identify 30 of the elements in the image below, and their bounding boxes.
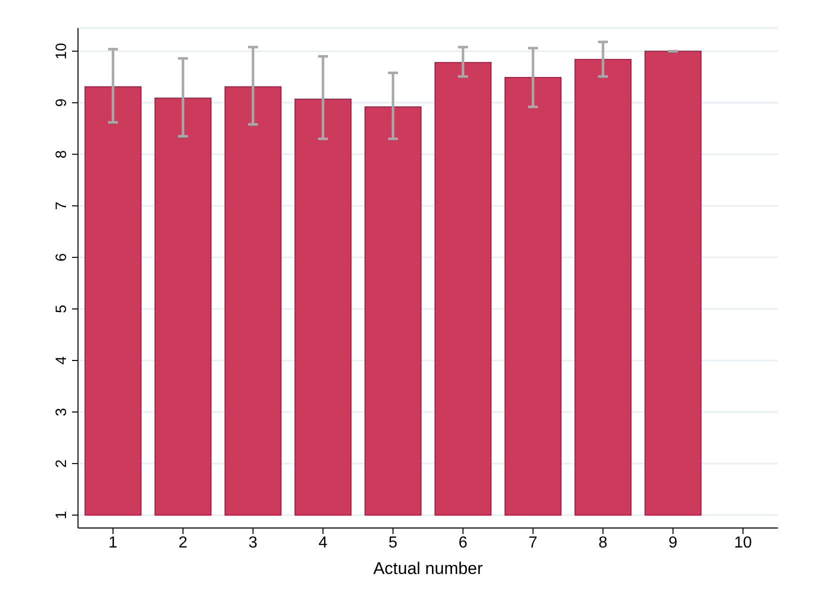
y-tick-label: 3 — [53, 408, 70, 416]
x-tick-label: 8 — [598, 534, 608, 552]
x-tick-label: 1 — [108, 534, 118, 552]
bar — [574, 58, 632, 516]
x-tick-label: 4 — [318, 534, 328, 552]
bar — [364, 106, 422, 516]
x-tick-label: 10 — [734, 534, 752, 552]
y-tick-label: 1 — [53, 510, 70, 520]
bar — [434, 62, 492, 516]
x-tick-label: 7 — [528, 534, 538, 552]
y-tick-label: 4 — [53, 356, 70, 365]
x-tick-label: 6 — [458, 534, 468, 552]
x-tick-label: 9 — [668, 534, 678, 552]
x-axis-title: Actual number — [373, 559, 484, 578]
y-tick-label: 7 — [53, 202, 70, 210]
bar — [644, 50, 702, 516]
x-tick-label: 2 — [178, 534, 188, 552]
y-tick-label: 6 — [53, 253, 70, 262]
y-tick-label: 9 — [53, 98, 70, 107]
bar — [294, 98, 352, 516]
x-tick-label: 5 — [388, 534, 398, 552]
bar — [154, 98, 212, 516]
y-tick-label: 2 — [53, 459, 70, 468]
bar — [84, 86, 142, 516]
y-tick-label: 8 — [53, 150, 70, 158]
y-tick-label: 10 — [53, 42, 70, 60]
bar — [504, 76, 562, 516]
x-tick-label: 3 — [248, 534, 258, 552]
y-tick-label: 5 — [53, 304, 70, 314]
bar — [224, 86, 282, 516]
